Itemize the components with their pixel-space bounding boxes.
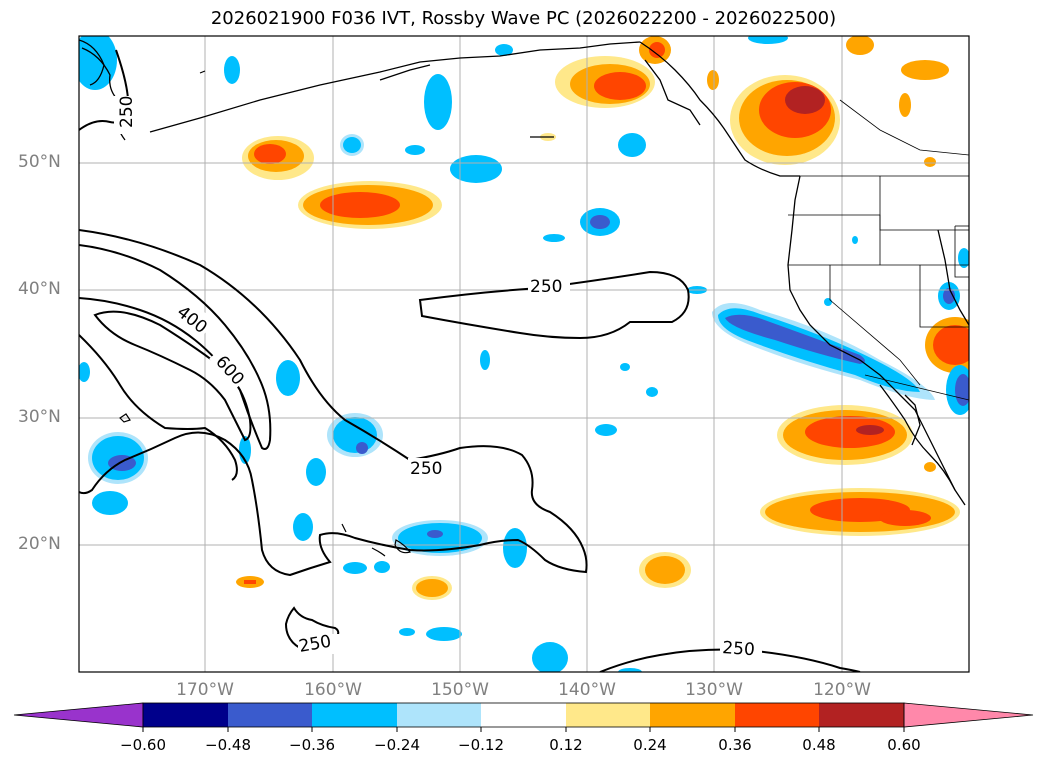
- map-title: 2026021900 F036 IVT, Rossby Wave PC (202…: [210, 8, 837, 29]
- coastlines: [79, 39, 969, 506]
- colorbar-tick-label: 0.12: [549, 736, 583, 754]
- contour-label: 250: [117, 96, 137, 128]
- colorbar-segment: [312, 703, 397, 727]
- colorbar-tick-label: 0.48: [802, 736, 836, 754]
- lat-label-50n: 50°N: [18, 152, 61, 172]
- contour-label: 250: [722, 638, 756, 660]
- lon-label-170w: 170°W: [176, 680, 234, 700]
- colorbar-tick-label: −0.60: [120, 736, 166, 754]
- colorbar-tick-label: 0.24: [633, 736, 667, 754]
- colorbar-tick-label: 0.60: [887, 736, 921, 754]
- lon-label-160w: 160°W: [304, 680, 362, 700]
- contour-label: 250: [410, 459, 442, 479]
- colorbar-tick-label: −0.12: [458, 736, 504, 754]
- colorbar-segment: [735, 703, 819, 727]
- colorbar-segment: [819, 703, 904, 727]
- lon-label-130w: 130°W: [685, 680, 743, 700]
- contour-label: 250: [530, 277, 562, 297]
- contour-labels: 250 400 600 250 250 250 250: [114, 96, 762, 660]
- colorbar-segment: [228, 703, 312, 727]
- colorbar-segment: [566, 703, 650, 727]
- lat-label-40n: 40°N: [18, 279, 61, 299]
- lon-label-140w: 140°W: [558, 680, 616, 700]
- colorbar-segment: [650, 703, 735, 727]
- colorbar-tick-label: 0.36: [718, 736, 752, 754]
- plot-area: 250 400 600 250 250 250 250: [79, 36, 969, 672]
- map-frame: [78, 35, 970, 673]
- colorbar-tick-label: −0.24: [374, 736, 420, 754]
- lat-label-30n: 30°N: [18, 407, 61, 427]
- colorbar-over-arrow: [903, 702, 1034, 728]
- colorbar-tick-label: −0.48: [205, 736, 251, 754]
- colorbar-segment: [481, 703, 566, 727]
- colorbar-under-arrow: [13, 702, 144, 728]
- colorbar: [13, 702, 1034, 732]
- colorbar-segment: [397, 703, 481, 727]
- positive-anomaly-regions: [236, 36, 969, 600]
- lon-label-150w: 150°W: [431, 680, 489, 700]
- lat-label-20n: 20°N: [18, 534, 61, 554]
- colorbar-tick-label: −0.36: [289, 736, 335, 754]
- colorbar-segment: [143, 703, 228, 727]
- lon-label-120w: 120°W: [813, 680, 871, 700]
- borders: [788, 99, 969, 401]
